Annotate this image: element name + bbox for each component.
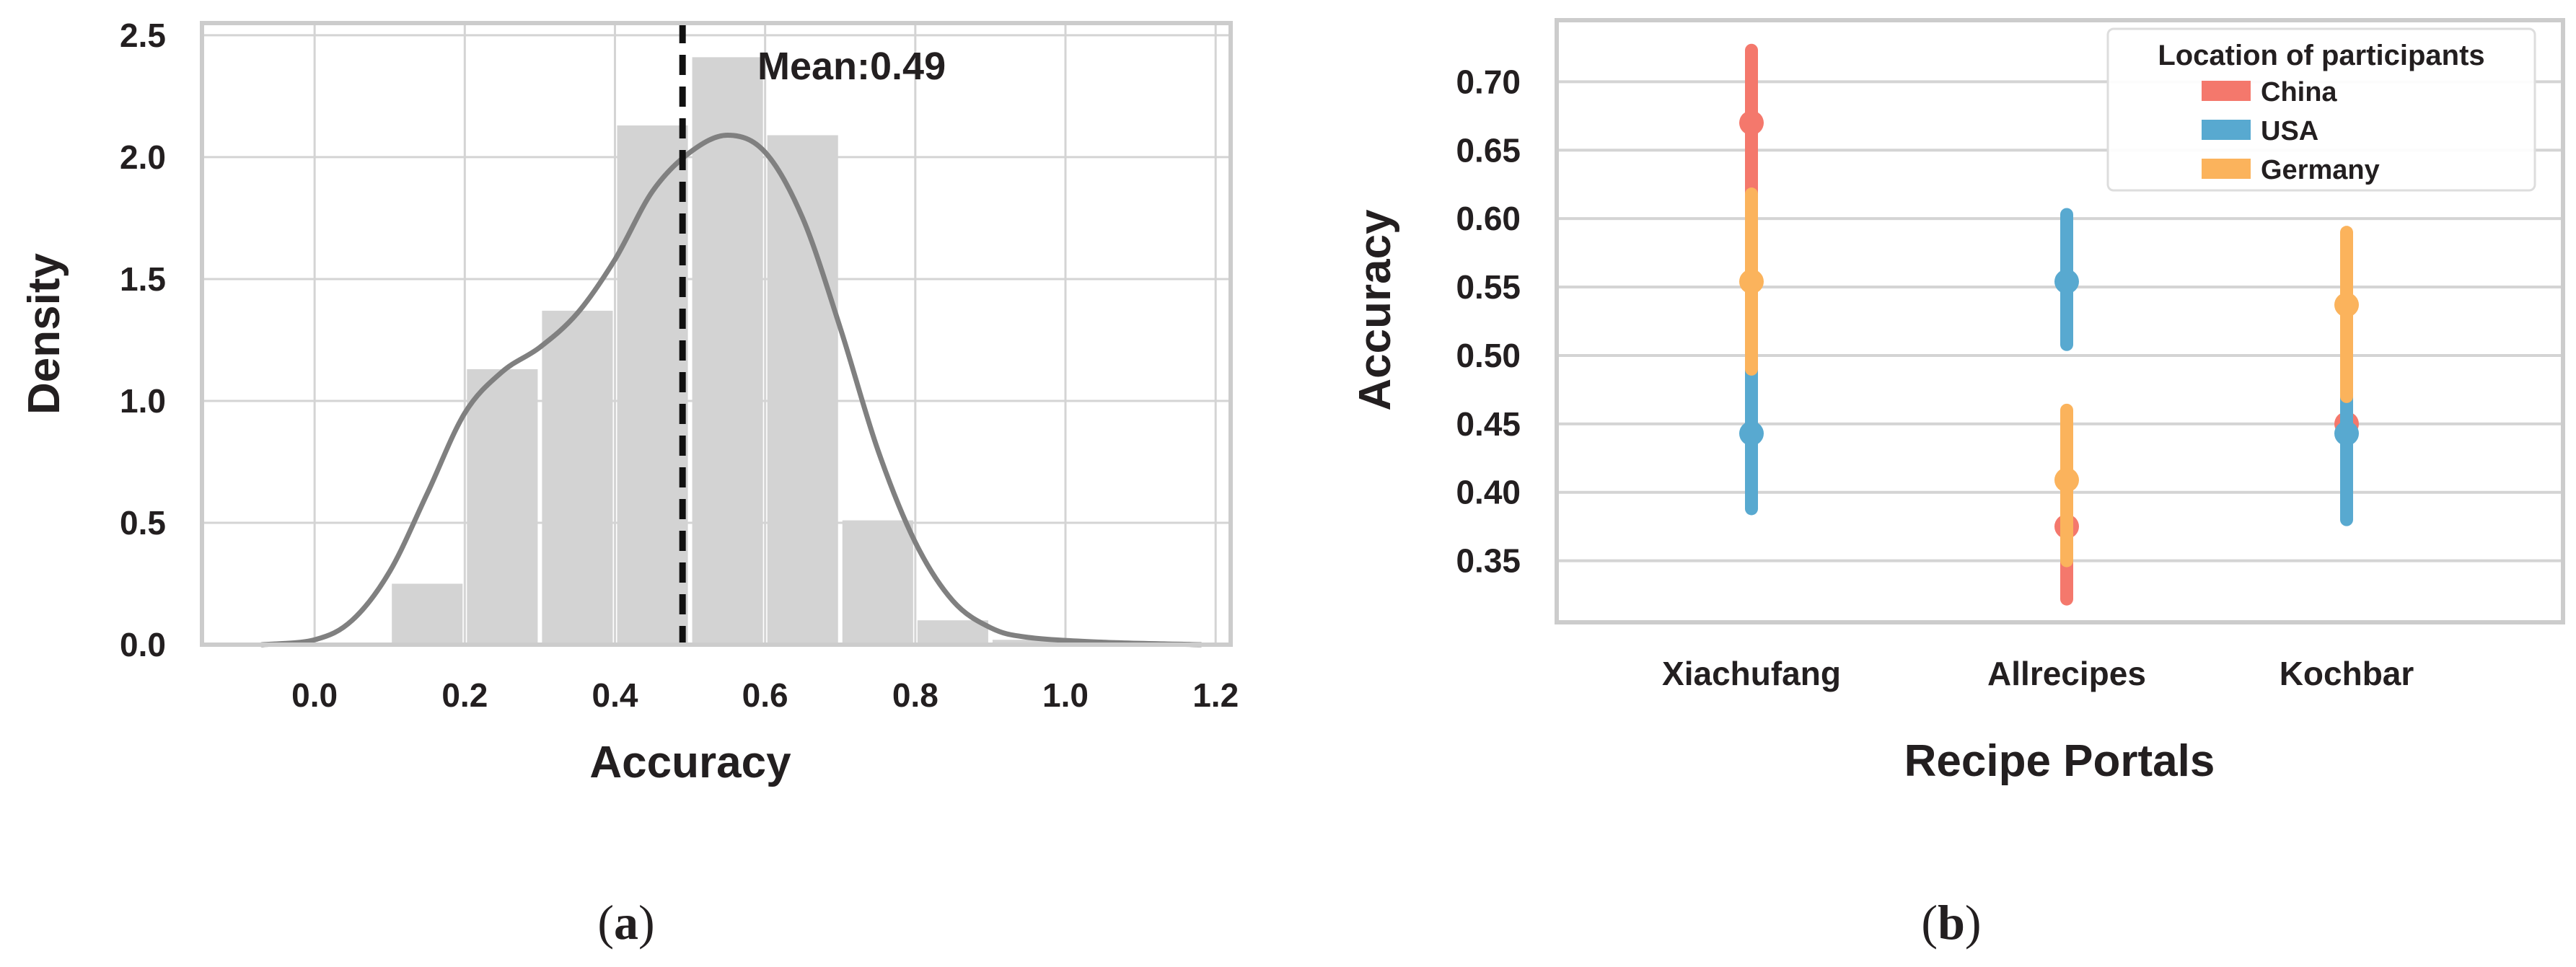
legend-swatch-china (2202, 81, 2251, 101)
panel-label-a-letter: a (614, 895, 638, 950)
histogram-y-tick-label: 2.0 (120, 138, 166, 176)
histogram-bar (392, 583, 463, 645)
histogram-x-tick-label: 0.8 (892, 676, 938, 714)
pointplot-y-tick-label: 0.65 (1456, 131, 1521, 169)
histogram-y-tick-label: 1.0 (120, 382, 166, 420)
histogram-x-tick-label: 1.2 (1192, 676, 1239, 714)
pointplot-y-tick-label: 0.40 (1456, 474, 1521, 511)
series-usa (1739, 208, 2359, 526)
pointplot-y-tick-label: 0.70 (1456, 63, 1521, 100)
panel-label-a-close: ) (638, 895, 655, 950)
point-usa (2334, 421, 2359, 446)
histogram-frame (200, 21, 1233, 647)
histogram-x-tick-label: 0.4 (592, 676, 638, 714)
pointplot-y-tick-label: 0.55 (1456, 268, 1521, 306)
pointplot-y-axis-title: Accuracy (1350, 209, 1400, 411)
legend-swatch-usa (2202, 120, 2251, 140)
histogram-bar (917, 620, 988, 645)
point-germany (2334, 292, 2359, 317)
pointplot-x-axis-title: Recipe Portals (1904, 736, 2215, 786)
mean-annotation: Mean:0.49 (757, 45, 946, 88)
histogram-x-tick-label: 0.0 (291, 676, 338, 714)
legend-title: Location of participants (2158, 40, 2484, 71)
panel-label-b-letter: b (1938, 895, 1965, 950)
histogram-x-tick-label: 1.0 (1042, 676, 1089, 714)
pointplot-panel: Xiachufang Allrecipes Kochbar 0.35 0.40 0.45… (1350, 18, 2565, 950)
point-usa (1739, 421, 1764, 446)
point-germany (1739, 269, 1764, 294)
series-germany (1739, 187, 2359, 568)
point-usa (2054, 269, 2079, 294)
histogram-bar (992, 640, 1064, 645)
legend: Location of participants China USA Germa… (2106, 27, 2536, 192)
pointplot-frame (1555, 18, 2565, 624)
histogram-y-tick-label: 2.5 (120, 17, 166, 54)
pointplot-y-tick-label: 0.50 (1456, 337, 1521, 374)
histogram-bar (467, 369, 538, 645)
legend-label-china: China (2261, 77, 2337, 107)
legend-box (2106, 27, 2536, 192)
legend-label-usa: USA (2261, 116, 2318, 146)
pointplot-y-tick-label: 0.35 (1456, 542, 1521, 580)
pointplot-y-tick-label: 0.45 (1456, 405, 1521, 443)
histogram-y-tick-label: 1.5 (120, 260, 166, 298)
histogram-y-axis-title: Density (19, 253, 69, 415)
histogram-x-tick-label: 0.6 (742, 676, 788, 714)
point-china (1739, 110, 1764, 136)
pointplot-x-tick-label: Xiachufang (1662, 655, 1841, 692)
density-curve (259, 132, 1203, 648)
pointplot-x-tick-label: Allrecipes (1987, 655, 2146, 692)
pointplot-x-tick-label: Kochbar (2280, 655, 2414, 692)
panel-label-a: (a) (597, 895, 654, 950)
histogram-x-axis-title: Accuracy (589, 738, 791, 787)
histogram-x-tick-label: 0.2 (441, 676, 488, 714)
histogram-bar (542, 310, 613, 645)
histogram-bar (842, 520, 913, 645)
legend-swatch-germany (2202, 159, 2251, 179)
histogram-y-tick-label: 0.0 (120, 626, 166, 663)
pointplot-y-tick-label: 0.60 (1456, 200, 1521, 237)
pointplot-y-ticks: 0.35 0.40 0.45 0.50 0.55 0.60 0.65 0.70 (1456, 63, 1521, 579)
histogram-bar (692, 57, 763, 645)
histogram-y-tick-label: 0.5 (120, 504, 166, 542)
point-germany (2054, 467, 2079, 493)
panel-label-b-close: ) (1965, 895, 1982, 950)
panel-label-b-open: ( (1921, 895, 1938, 950)
histogram-bar (617, 125, 688, 645)
pointplot-x-ticks: Xiachufang Allrecipes Kochbar (1662, 655, 2414, 692)
histogram-x-ticks: 0.0 0.2 0.4 0.6 0.8 1.0 1.2 (291, 676, 1239, 714)
panel-label-b: (b) (1921, 895, 1981, 950)
panel-label-a-open: ( (597, 895, 614, 950)
pointplot-marks (1739, 43, 2359, 606)
histogram-bars (392, 57, 1064, 645)
legend-label-germany: Germany (2261, 155, 2380, 185)
histogram-y-ticks: 0.0 0.5 1.0 1.5 2.0 2.5 (120, 17, 166, 663)
histogram-panel: Mean:0.49 0.0 0.2 0.4 0.6 0.8 1.0 1.2 0.0 0.5 1.… (19, 17, 1239, 950)
histogram-bar (767, 135, 838, 645)
